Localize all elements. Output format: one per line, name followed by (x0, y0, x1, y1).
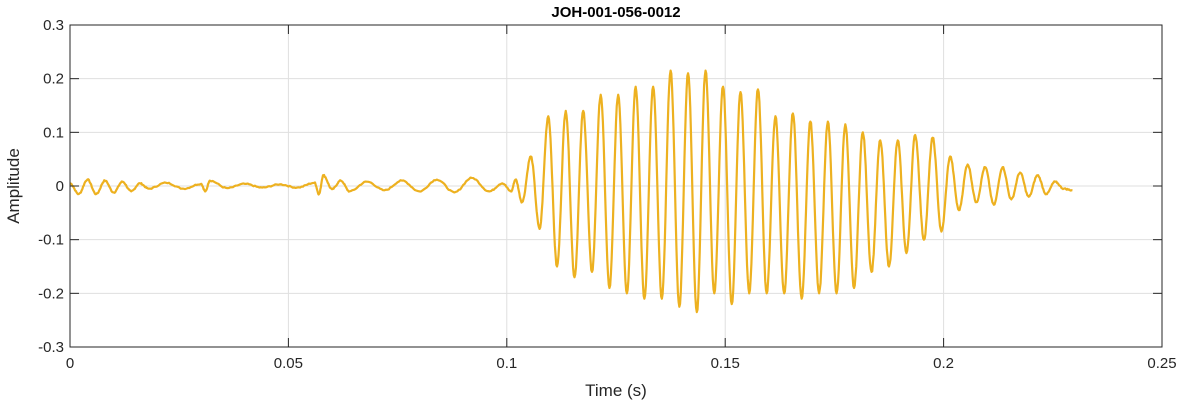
x-tick-label: 0.1 (496, 355, 517, 372)
waveform-series-line (69, 69, 1073, 314)
x-tick-label: 0.05 (274, 355, 303, 372)
x-tick-label: 0.15 (711, 355, 740, 372)
y-tick-label: 0.3 (43, 17, 64, 34)
x-tick-label: 0.25 (1147, 355, 1176, 372)
y-tick-label: -0.1 (38, 232, 64, 249)
y-tick-labels: -0.3 -0.2 -0.1 0 0.1 0.2 0.3 (38, 17, 64, 356)
y-tick-label: 0.2 (43, 71, 64, 88)
series-layer (69, 69, 1073, 314)
tick-marks (69, 24, 1163, 348)
chart-title: JOH-001-056-0012 (551, 4, 680, 21)
x-tick-label: 0 (66, 355, 74, 372)
y-tick-label: 0.1 (43, 124, 64, 141)
x-tick-labels: 0 0.05 0.1 0.15 0.2 0.25 (66, 355, 1177, 372)
x-tick-label: 0.2 (933, 355, 954, 372)
y-tick-label: -0.2 (38, 285, 64, 302)
y-axis-label: Amplitude (4, 148, 23, 224)
y-tick-label: 0 (56, 178, 64, 195)
x-axis-label: Time (s) (585, 381, 647, 400)
y-tick-label: -0.3 (38, 339, 64, 356)
